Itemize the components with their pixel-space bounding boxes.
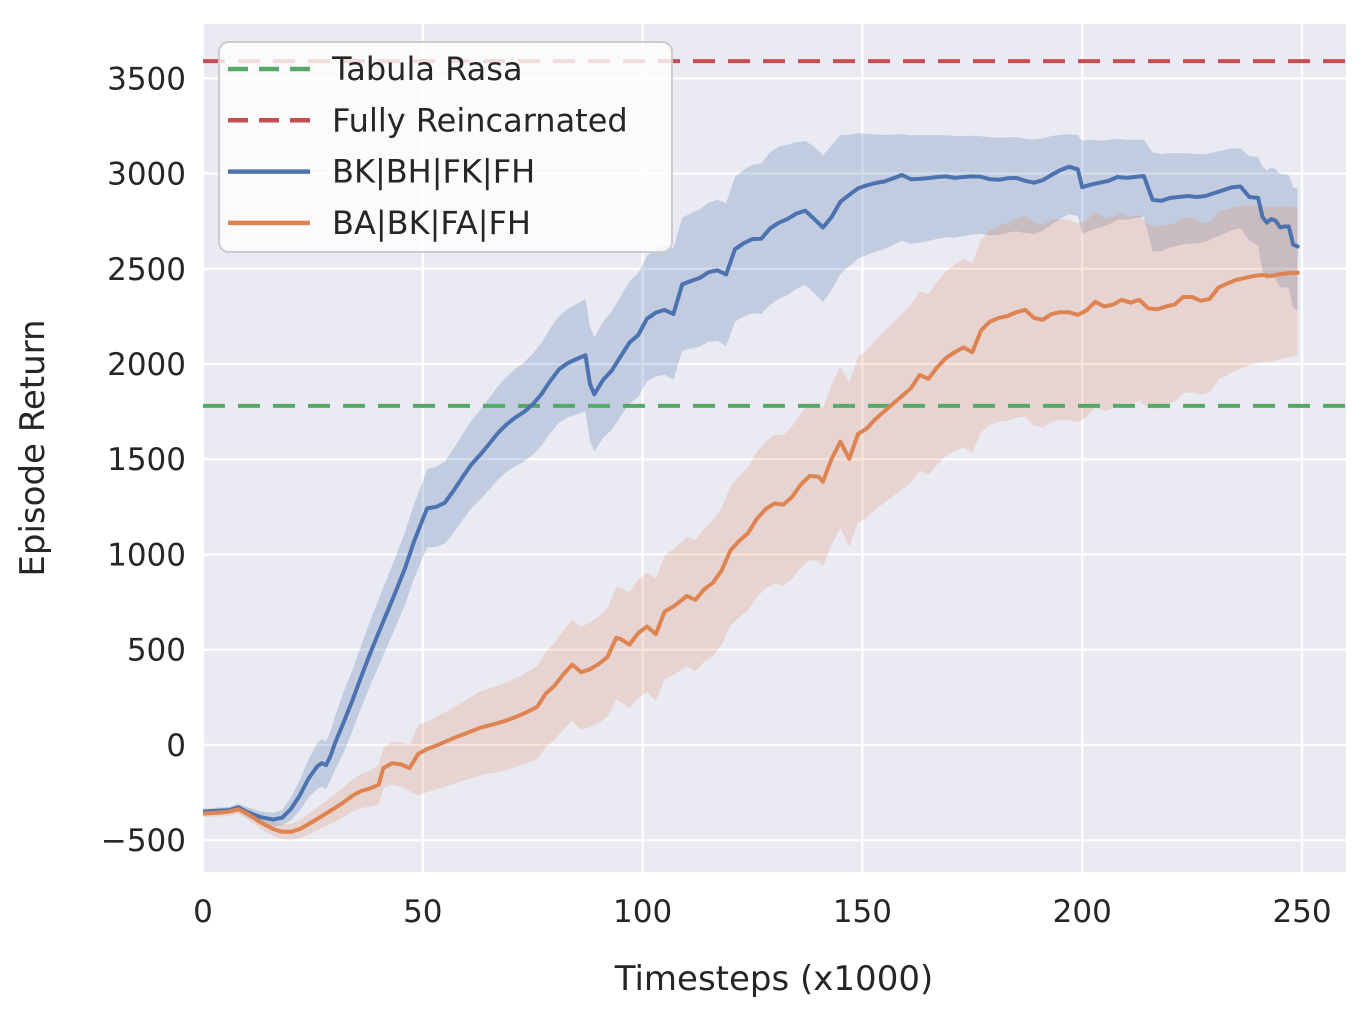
y-tick--500: −500 (101, 823, 186, 859)
series-1-line (203, 270, 1300, 834)
y-tick-1000: 1000 (107, 537, 186, 573)
legend-label-3: BA|BK|FA|FH (332, 204, 531, 242)
series-1-confidence-band (203, 205, 1298, 840)
x-tick-0: 0 (193, 894, 213, 930)
x-tick-100: 100 (613, 894, 672, 930)
y-tick-0: 0 (166, 728, 186, 764)
series-0-confidence-band (203, 133, 1298, 827)
y-tick-2500: 2500 (107, 252, 186, 288)
y-tick-3500: 3500 (107, 61, 186, 97)
x-axis-label: Timesteps (x1000) (614, 959, 933, 999)
x-tick-50: 50 (403, 894, 442, 930)
y-tick-2000: 2000 (107, 347, 186, 383)
x-tick-250: 250 (1272, 894, 1331, 930)
y-tick-500: 500 (127, 633, 186, 669)
x-tick-200: 200 (1053, 894, 1112, 930)
plot-root: 0 50 100 150 200 250−500050010001500200025003… (101, 24, 1346, 930)
legend-label-0: Tabula Rasa (331, 50, 523, 88)
y-tick-3000: 3000 (107, 157, 186, 193)
legend-label-1: Fully Reincarnated (332, 101, 628, 139)
series-0-line (203, 164, 1300, 822)
legend-box (218, 41, 673, 253)
legend-label-2: BK|BH|FK|FH (332, 153, 535, 191)
x-tick-150: 150 (833, 894, 892, 930)
y-axis-label: Episode Return (13, 319, 53, 576)
y-tick-1500: 1500 (107, 442, 186, 478)
